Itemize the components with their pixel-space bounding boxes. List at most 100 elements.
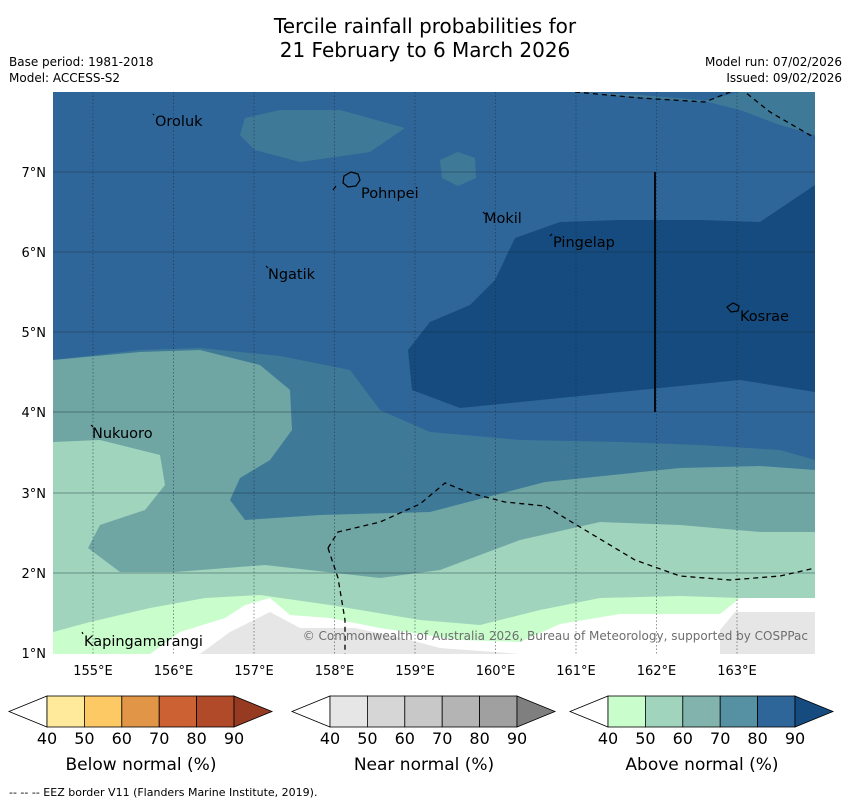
lon-tick-156: 156°E (154, 664, 194, 679)
lat-tick-6n: 6°N (22, 246, 47, 261)
below-colorbar-segment (84, 695, 123, 728)
label-nukuoro: Nukuoro (92, 426, 153, 442)
meta-right: Model run: 07/02/2026 Issued: 09/02/2026 (705, 54, 842, 86)
copyright-text: © Commonwealth of Australia 2026, Bureau… (303, 629, 808, 643)
meta-left: Base period: 1981-2018 Model: ACCESS-S2 (9, 54, 154, 86)
lat-tick-2n: 2°N (22, 567, 47, 582)
lon-tick-160: 160°E (476, 664, 516, 679)
zone-70-top (570, 92, 815, 135)
graticule (92, 92, 738, 654)
nukuoro-mark (90, 424, 94, 428)
below-colorbar-segment (121, 695, 160, 728)
kapingamarangi-mark (81, 631, 84, 635)
colorbar-near: 40 50 60 70 80 90 (290, 695, 557, 748)
lat-tick-3n: 3°N (22, 487, 47, 502)
below-colorbar-tick: 40 (37, 729, 57, 748)
colorbar-near-label: Near normal (%) (353, 755, 495, 775)
label-oroluk: Oroluk (155, 114, 203, 130)
label-kosrae: Kosrae (740, 309, 789, 325)
title-line-2: 21 February to 6 March 2026 (279, 38, 571, 62)
eez-borders (327, 92, 815, 654)
base-period: Base period: 1981-2018 (9, 55, 154, 69)
title-line-1: Tercile rainfall probabilities for (273, 14, 577, 38)
model-name: Model: ACCESS-S2 (9, 71, 121, 85)
colorbar-above-label: Above normal (%) (625, 755, 779, 775)
lat-tick-7n: 7°N (22, 166, 47, 181)
below-colorbar-arrow-low (7, 695, 48, 728)
lon-tick-161: 161°E (556, 664, 596, 679)
below-colorbar-tick: 50 (74, 729, 94, 748)
near-colorbar-segment (479, 695, 518, 728)
above-colorbar-tick: 60 (673, 729, 693, 748)
issued-date: Issued: 09/02/2026 (726, 71, 842, 85)
below-colorbar-tick: 70 (149, 729, 169, 748)
label-pohnpei: Pohnpei (361, 186, 419, 202)
ant-atoll-mark (332, 185, 337, 191)
lat-tick-5n: 5°N (22, 326, 47, 341)
above-colorbar-segment (682, 695, 721, 728)
pohnpei-outline (342, 171, 361, 188)
lon-tick-155: 155°E (73, 664, 113, 679)
lat-tick-1n: 1°N (22, 647, 47, 662)
zone-near-40 (200, 612, 520, 654)
above-colorbar-tick: 80 (747, 729, 767, 748)
lon-axis: 155°E 156°E 157°E 158°E 159°E 160°E 161°… (73, 664, 757, 679)
above-colorbar-segment (645, 695, 684, 728)
place-labels: Oroluk Pohnpei Mokil Pingelap Ngatik Kos… (84, 114, 789, 650)
near-colorbar-tick: 50 (357, 729, 377, 748)
islands (81, 113, 740, 635)
kosrae-outline (726, 302, 740, 313)
eez-border-southwest (327, 547, 346, 654)
near-colorbar-arrow-high (516, 695, 557, 728)
colorbar-below-label: Below normal (%) (65, 755, 217, 775)
above-colorbar-segment (719, 695, 759, 728)
near-colorbar-tick: 80 (469, 729, 489, 748)
near-colorbar-segment (404, 695, 443, 728)
eez-border-south (327, 482, 815, 581)
pingelap-mark (549, 233, 553, 237)
oroluk-mark (152, 113, 155, 116)
above-colorbar-segment (607, 695, 646, 728)
label-ngatik: Ngatik (268, 267, 316, 283)
above-colorbar-tick: 50 (635, 729, 655, 748)
probability-fill (53, 92, 815, 654)
near-colorbar-segment (441, 695, 481, 728)
lon-tick-158: 158°E (315, 664, 355, 679)
lon-tick-157: 157°E (234, 664, 274, 679)
chart-title: Tercile rainfall probabilities for 21 Fe… (0, 14, 850, 62)
footnote-eez: -- -- -- EEZ border V11 (Flanders Marine… (9, 786, 318, 799)
near-colorbar-segment (329, 695, 368, 728)
below-colorbar-tick: 60 (112, 729, 132, 748)
lon-tick-163: 163°E (717, 664, 757, 679)
colorbar-below: 40 50 60 70 80 90 (7, 695, 274, 748)
below-colorbar-segment (46, 695, 85, 728)
below-colorbar-arrow-high (233, 695, 274, 728)
above-colorbar-tick: 40 (598, 729, 618, 748)
near-colorbar-tick: 90 (507, 729, 527, 748)
below-colorbar-segment (158, 695, 197, 728)
above-colorbar-arrow-high (794, 695, 835, 728)
above-colorbar-segment (757, 695, 796, 728)
label-pingelap: Pingelap (553, 235, 615, 251)
parallels (53, 171, 815, 574)
near-colorbar-tick: 60 (395, 729, 415, 748)
ngatik-mark (265, 265, 269, 269)
zone-90 (408, 185, 815, 408)
zone-70-top-blob-2 (440, 152, 476, 186)
label-kapingamarangi: Kapingamarangi (84, 634, 203, 650)
near-colorbar-tick: 40 (320, 729, 340, 748)
colorbar-above: 40 50 60 70 80 90 (568, 695, 835, 748)
below-colorbar-tick: 80 (186, 729, 206, 748)
model-run: Model run: 07/02/2026 (704, 55, 842, 69)
mokil-mark (482, 211, 486, 215)
near-colorbar-tick: 70 (432, 729, 452, 748)
near-colorbar-segment (366, 695, 406, 728)
near-colorbar-arrow-low (290, 695, 331, 728)
above-colorbar-tick: 90 (785, 729, 805, 748)
lon-tick-162: 162°E (637, 664, 677, 679)
below-colorbar-segment (196, 695, 235, 728)
lat-tick-4n: 4°N (22, 406, 47, 421)
zone-70-top-blob (240, 110, 405, 162)
above-colorbar-tick: 70 (710, 729, 730, 748)
